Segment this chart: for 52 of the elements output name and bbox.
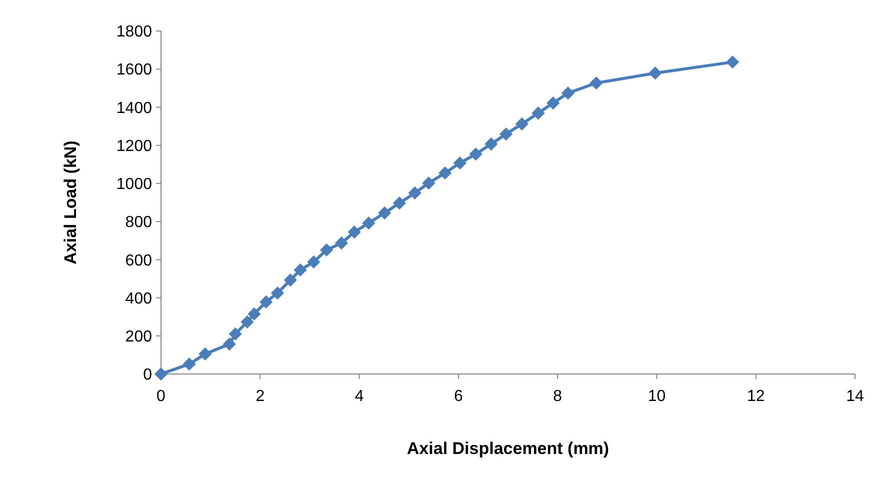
point (422, 176, 436, 190)
x-tick-label: 6 (454, 388, 463, 405)
point (334, 236, 348, 250)
y-tick-label: 0 (143, 366, 152, 384)
x-tick-label: 14 (846, 388, 864, 405)
x-axis-title: Axial Displacement (mm) (406, 439, 610, 458)
point (362, 216, 376, 230)
point (499, 128, 513, 141)
point (182, 358, 196, 371)
y-tick-label: 800 (125, 214, 152, 232)
point (515, 117, 528, 131)
point (648, 66, 662, 80)
x-tick-label: 8 (553, 388, 562, 405)
point (154, 367, 168, 381)
point (222, 338, 236, 351)
point (590, 76, 603, 90)
x-tick-label: 12 (746, 388, 765, 405)
y-tick-label: 600 (125, 252, 152, 270)
point (726, 55, 740, 69)
point (307, 255, 320, 269)
point (408, 186, 422, 200)
point (438, 166, 452, 180)
point (453, 156, 466, 170)
x-tick-label: 2 (256, 388, 265, 405)
point (228, 327, 242, 341)
point (392, 196, 406, 210)
point (532, 106, 545, 120)
point (469, 148, 482, 161)
point (294, 263, 307, 277)
y-tick-label: 1200 (116, 138, 152, 155)
y-axis-title: Axial Load (kN) (61, 140, 80, 264)
point (284, 273, 297, 287)
y-tick-label: 200 (125, 328, 152, 346)
x-tick-label: 10 (648, 388, 666, 405)
point (270, 286, 284, 300)
x-tick-label: 4 (354, 388, 364, 405)
y-tick-label: 1600 (116, 62, 152, 79)
y-tick-label: 1000 (116, 176, 152, 194)
point (198, 347, 212, 361)
point (240, 315, 254, 329)
point (248, 307, 261, 321)
point (546, 96, 560, 110)
y-tick-label: 1400 (116, 100, 152, 117)
point (378, 206, 392, 220)
point (484, 137, 498, 151)
point (260, 295, 273, 309)
y-tick-label: 400 (125, 290, 152, 308)
point (561, 86, 575, 100)
point (320, 243, 334, 257)
y-tick-label: 1800 (116, 24, 152, 41)
x-tick-label: 0 (156, 388, 166, 405)
point (348, 225, 361, 239)
